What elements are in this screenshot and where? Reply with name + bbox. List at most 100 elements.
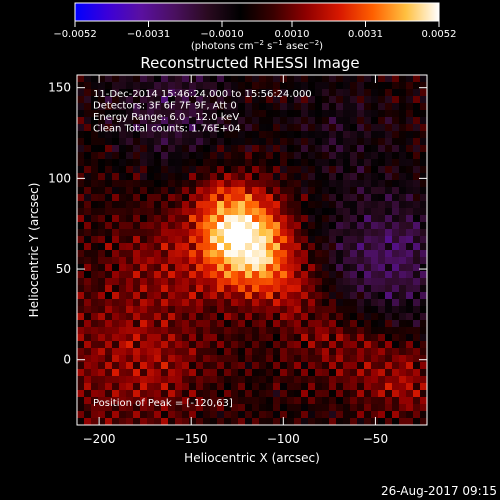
heatmap-cell [259,152,267,160]
heatmap-cell [203,187,211,195]
heatmap-cell [161,89,169,97]
heatmap-cell [182,215,190,223]
heatmap-cell [364,313,372,321]
heatmap-cell [112,376,120,384]
heatmap-cell [161,208,169,216]
heatmap-cell [231,152,239,160]
heatmap-cell [273,152,281,160]
heatmap-cell [245,383,253,391]
heatmap-cell [301,110,309,118]
heatmap-cell [133,180,141,188]
heatmap-cell [308,369,316,377]
heatmap-cell [336,257,344,265]
heatmap-cell [259,411,267,419]
heatmap-cell [77,110,85,118]
heatmap-cell [119,194,127,202]
heatmap-cell [336,131,344,139]
heatmap-cell [378,285,386,293]
heatmap-cell [126,250,134,258]
heatmap-cell [245,201,253,209]
heatmap-cell [350,362,358,370]
heatmap-cell [182,152,190,160]
heatmap-cell [315,173,323,181]
heatmap-cell [322,110,330,118]
heatmap-cell [182,222,190,230]
heatmap-cell [196,271,204,279]
heatmap-cell [259,159,267,167]
heatmap-cell [301,390,309,398]
heatmap-cell [287,229,295,237]
heatmap-cell [126,201,134,209]
heatmap-cell [119,278,127,286]
heatmap-cell [406,383,414,391]
heatmap-cell [119,145,127,153]
heatmap-cell [175,236,183,244]
heatmap-cell [245,75,253,83]
heatmap-cell [329,243,337,251]
heatmap-cell [196,103,204,111]
heatmap-cell [224,117,232,125]
heatmap-cell [364,215,372,223]
heatmap-cell [210,215,218,223]
heatmap-cell [168,159,176,167]
heatmap-cell [168,215,176,223]
heatmap-cell [98,320,106,328]
heatmap-cell [357,320,365,328]
heatmap-cell [231,313,239,321]
heatmap-cell [196,313,204,321]
heatmap-cell [147,376,155,384]
heatmap-cell [266,131,274,139]
heatmap-cell [308,201,316,209]
heatmap-cell [287,201,295,209]
heatmap-cell [273,229,281,237]
heatmap-cell [420,96,427,104]
heatmap-cell [91,348,99,356]
heatmap-cell [420,89,427,97]
heatmap-cell [357,180,365,188]
heatmap-cell [161,250,169,258]
heatmap-cell [252,271,260,279]
heatmap-cell [98,110,106,118]
heatmap-cell [77,376,85,384]
heatmap-cell [245,271,253,279]
heatmap-cell [364,355,372,363]
heatmap-cell [392,306,400,314]
heatmap-cell [84,341,92,349]
heatmap-cell [308,278,316,286]
heatmap-cell [189,201,197,209]
heatmap-cell [77,411,85,419]
heatmap-cell [329,152,337,160]
heatmap-cell [224,341,232,349]
heatmap-cell [294,404,302,412]
heatmap-cell [413,250,421,258]
heatmap-cell [189,383,197,391]
heatmap-cell [133,187,141,195]
heatmap-cell [259,348,267,356]
heatmap-cell [392,341,400,349]
heatmap-cell [343,138,351,146]
heatmap-cell [182,89,190,97]
heatmap-cell [77,390,85,398]
heatmap-cell [119,180,127,188]
heatmap-cell [189,243,197,251]
heatmap-cell [392,173,400,181]
heatmap-cell [378,103,386,111]
heatmap-cell [308,348,316,356]
heatmap-cell [357,215,365,223]
heatmap-cell [217,327,225,335]
heatmap-cell [77,327,85,335]
heatmap-cell [252,201,260,209]
heatmap-cell [196,96,204,104]
plot-frame [76,74,428,426]
heatmap-cell [105,131,113,139]
heatmap-cell [224,145,232,153]
heatmap-cell [175,145,183,153]
heatmap-cell [224,82,232,90]
heatmap-cell [224,250,232,258]
heatmap-cell [238,187,246,195]
heatmap-cell [161,397,169,405]
heatmap-cell [245,299,253,307]
heatmap-cell [77,397,85,405]
heatmap-cell [315,96,323,104]
heatmap-cell [364,187,372,195]
